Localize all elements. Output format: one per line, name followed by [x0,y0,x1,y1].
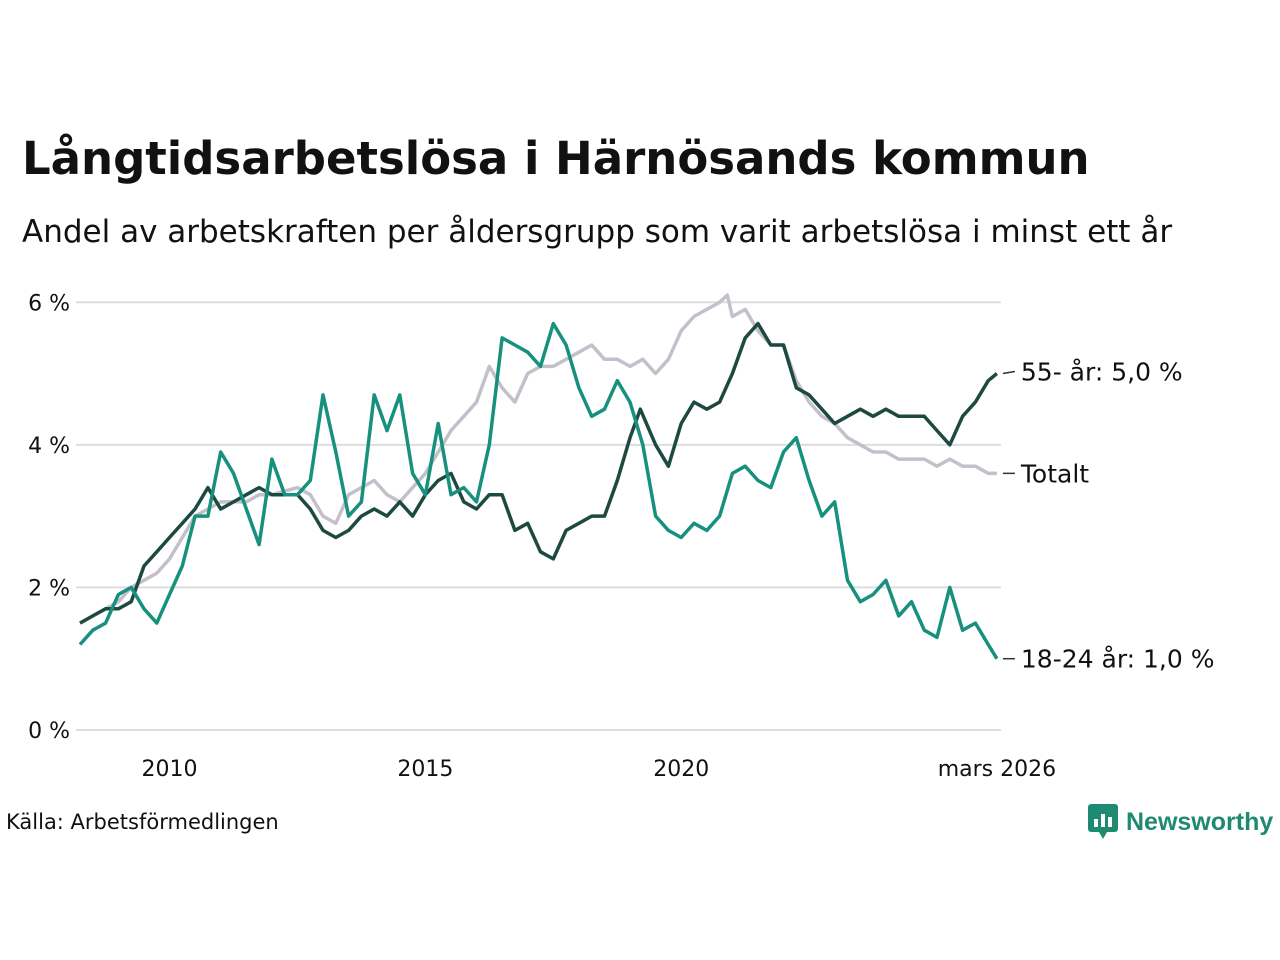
y-tick-label: 6 % [28,291,70,316]
y-tick-label: 0 % [28,719,70,744]
x-tick-label: 2015 [397,757,453,782]
series-end-labels: Totalt 55- år: 5,0 % 18-24 år: 1,0 % [1002,358,1215,674]
x-tick-label: 2010 [142,757,198,782]
y-tick-label: 2 % [28,576,70,601]
chart-subtitle: Andel av arbetskraften per åldersgrupp s… [22,214,1173,250]
end-label-leader [1002,370,1016,375]
gridlines [76,301,1001,731]
end-label-age-55: 55- år: 5,0 % [1021,358,1183,387]
x-tick-label: 2020 [653,757,709,782]
series-line-age-55 [79,321,999,625]
end-label-totalt: Totalt [1020,459,1089,488]
x-tick-label: mars 2026 [938,757,1056,782]
end-label-age-18-24: 18-24 år: 1,0 % [1021,645,1215,674]
series-lines [78,293,999,660]
chart-title: Långtidsarbetslösa i Härnösands kommun [22,132,1090,185]
brand-name: Newsworthy [1126,807,1274,836]
brand-logo[interactable]: Newsworthy [1088,804,1273,840]
source-note: Källa: Arbetsförmedlingen [6,810,279,834]
y-tick-label: 4 % [28,434,70,459]
series-line-age-18-24 [78,321,999,660]
newsworthy-logo-icon [1088,804,1118,839]
y-axis-ticks: 0 % 2 % 4 % 6 % [28,291,70,744]
x-axis-ticks: 2010 2015 2020 mars 2026 [142,757,1057,782]
